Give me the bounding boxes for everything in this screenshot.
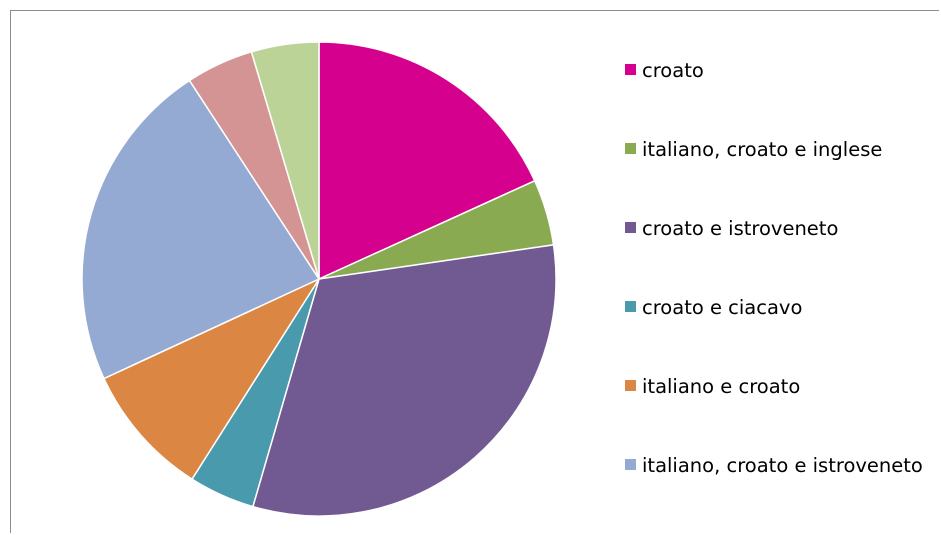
legend-swatch xyxy=(625,301,636,312)
legend-label: croato xyxy=(642,59,704,82)
legend-swatch xyxy=(625,459,636,470)
legend-swatch xyxy=(625,380,636,391)
pie-chart xyxy=(81,41,557,517)
legend-swatch xyxy=(625,64,636,75)
legend-swatch xyxy=(625,143,636,154)
pie-slice-2 xyxy=(252,244,557,517)
pie-slice-7 xyxy=(250,41,320,280)
chart-area: croato italiano, croato e inglese croato e… xyxy=(10,10,939,533)
legend-label: italiano, croato e istroveneto xyxy=(642,454,923,477)
pie-slice-0 xyxy=(318,41,536,280)
pie-slice-5 xyxy=(81,79,320,380)
legend-label: croato e istroveneto xyxy=(642,217,839,240)
legend-swatch xyxy=(625,222,636,233)
legend-label: italiano, croato e inglese xyxy=(642,138,883,161)
pie-slice-4 xyxy=(103,278,320,480)
legend-label: italiano e croato xyxy=(642,375,801,398)
legend-label: croato e ciacavo xyxy=(642,296,803,319)
